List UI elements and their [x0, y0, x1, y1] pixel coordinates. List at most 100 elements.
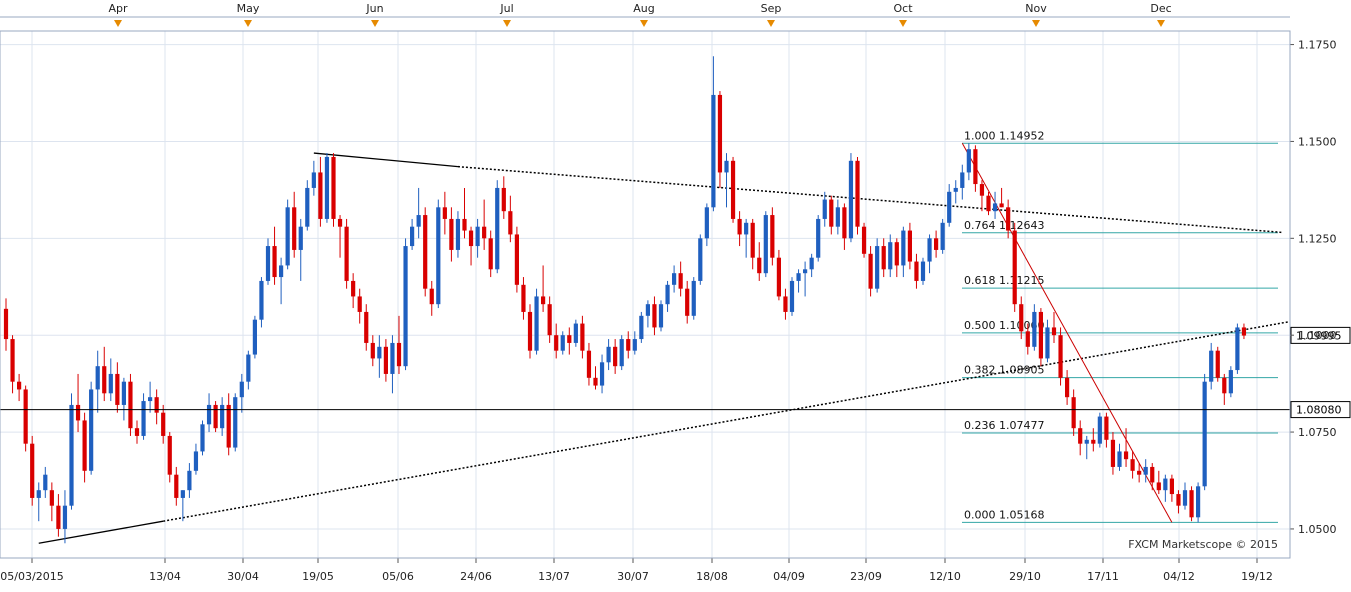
candle-body: [69, 404, 74, 506]
candle-body: [665, 284, 670, 305]
candle-body: [337, 218, 343, 227]
candle-body: [193, 451, 199, 471]
candle-body: [62, 505, 68, 529]
candle-body: [848, 160, 854, 239]
candle-body: [737, 218, 742, 235]
candle-body: [102, 366, 107, 394]
candle-body: [698, 238, 703, 281]
candle-body: [213, 404, 218, 429]
candle-body: [128, 381, 133, 429]
candle-body: [121, 381, 126, 405]
candle-body: [377, 346, 382, 359]
watermark: FXCM Marketscope © 2015: [1128, 538, 1278, 551]
candle-body: [370, 342, 375, 359]
candle-body: [436, 207, 441, 305]
x-tick-label: 19/12: [1241, 570, 1273, 583]
candle-body: [934, 238, 939, 250]
candle-body: [508, 211, 513, 235]
month-marker: [114, 20, 122, 27]
candle-body: [475, 226, 480, 247]
candle-body: [776, 257, 781, 297]
candle-body: [927, 238, 932, 262]
candle-body: [868, 253, 873, 289]
candle-body: [1058, 335, 1063, 378]
candle-body: [1222, 377, 1227, 394]
candle-body: [272, 246, 277, 278]
candle-body: [167, 435, 172, 475]
candle-body: [724, 160, 729, 173]
month-label: May: [237, 2, 260, 15]
month-label: Apr: [108, 2, 128, 15]
month-marker: [1032, 20, 1040, 27]
candle-body: [89, 389, 94, 471]
candle-body: [1241, 327, 1247, 336]
fib-level-label: 0.618 1.11215: [964, 274, 1044, 287]
candle-body: [829, 199, 834, 227]
candle-body: [560, 335, 565, 351]
candle-body: [75, 404, 81, 421]
candle-body: [541, 296, 546, 305]
candle-body: [108, 373, 113, 394]
x-tick-label: 04/12: [1163, 570, 1195, 583]
candle-body: [593, 377, 598, 386]
candle-body: [953, 187, 958, 192]
candle-body: [455, 218, 461, 250]
x-tick-label: 17/11: [1087, 570, 1119, 583]
month-label: Jul: [499, 2, 513, 15]
candle-body: [351, 280, 356, 297]
x-tick-label: 23/09: [850, 570, 882, 583]
candle-body: [907, 230, 912, 262]
candle-body: [1182, 490, 1188, 506]
candle-body: [416, 215, 421, 227]
y-tick-label: 1.1750: [1298, 39, 1337, 52]
candle-body: [973, 149, 978, 185]
candle-body: [1078, 428, 1083, 444]
candle-body: [894, 242, 899, 266]
month-marker: [640, 20, 648, 27]
candle-body: [1123, 451, 1129, 460]
candle-body: [645, 304, 650, 316]
candle-body: [835, 207, 840, 227]
candle-body: [1130, 459, 1135, 471]
candle-body: [730, 160, 736, 219]
candle-body: [43, 474, 48, 491]
fib-trend-line: [961, 143, 1173, 523]
candle-body: [265, 246, 271, 281]
candle-body: [586, 350, 592, 378]
candle-body: [501, 187, 506, 212]
candle-body: [226, 404, 231, 448]
candle-body: [1006, 207, 1011, 231]
fib-level-label: 0.382 1.08905: [964, 364, 1044, 377]
candle-body: [1228, 370, 1233, 394]
candle-body: [717, 94, 723, 173]
candle-body: [822, 199, 827, 219]
candle-body: [174, 474, 179, 498]
candle-body: [239, 381, 244, 398]
candle-body: [796, 273, 801, 281]
y-tick-label: 1.0750: [1298, 426, 1337, 439]
candle-body: [1150, 466, 1155, 483]
candle-body: [789, 280, 795, 312]
candle-body: [711, 94, 716, 208]
y-tick-label: 1.1500: [1298, 135, 1337, 148]
candle-body: [809, 257, 814, 270]
candle-body: [881, 246, 886, 270]
candle-body: [482, 226, 487, 239]
candle-body: [691, 280, 696, 316]
month-label: Aug: [633, 2, 654, 15]
candle-body: [757, 257, 762, 274]
candle-body: [1176, 494, 1181, 506]
candle-body: [770, 215, 775, 258]
candle-body: [311, 172, 316, 188]
candle-body: [30, 443, 35, 498]
candle-body: [285, 207, 290, 266]
candle-body: [744, 222, 749, 235]
month-marker: [503, 20, 511, 27]
candle-body: [1019, 304, 1024, 332]
candle-body: [750, 222, 755, 258]
candle-body: [580, 323, 585, 351]
candle-body: [599, 362, 605, 386]
candle-body: [606, 346, 611, 363]
month-marker: [1157, 20, 1165, 27]
candle-body: [1032, 311, 1037, 347]
